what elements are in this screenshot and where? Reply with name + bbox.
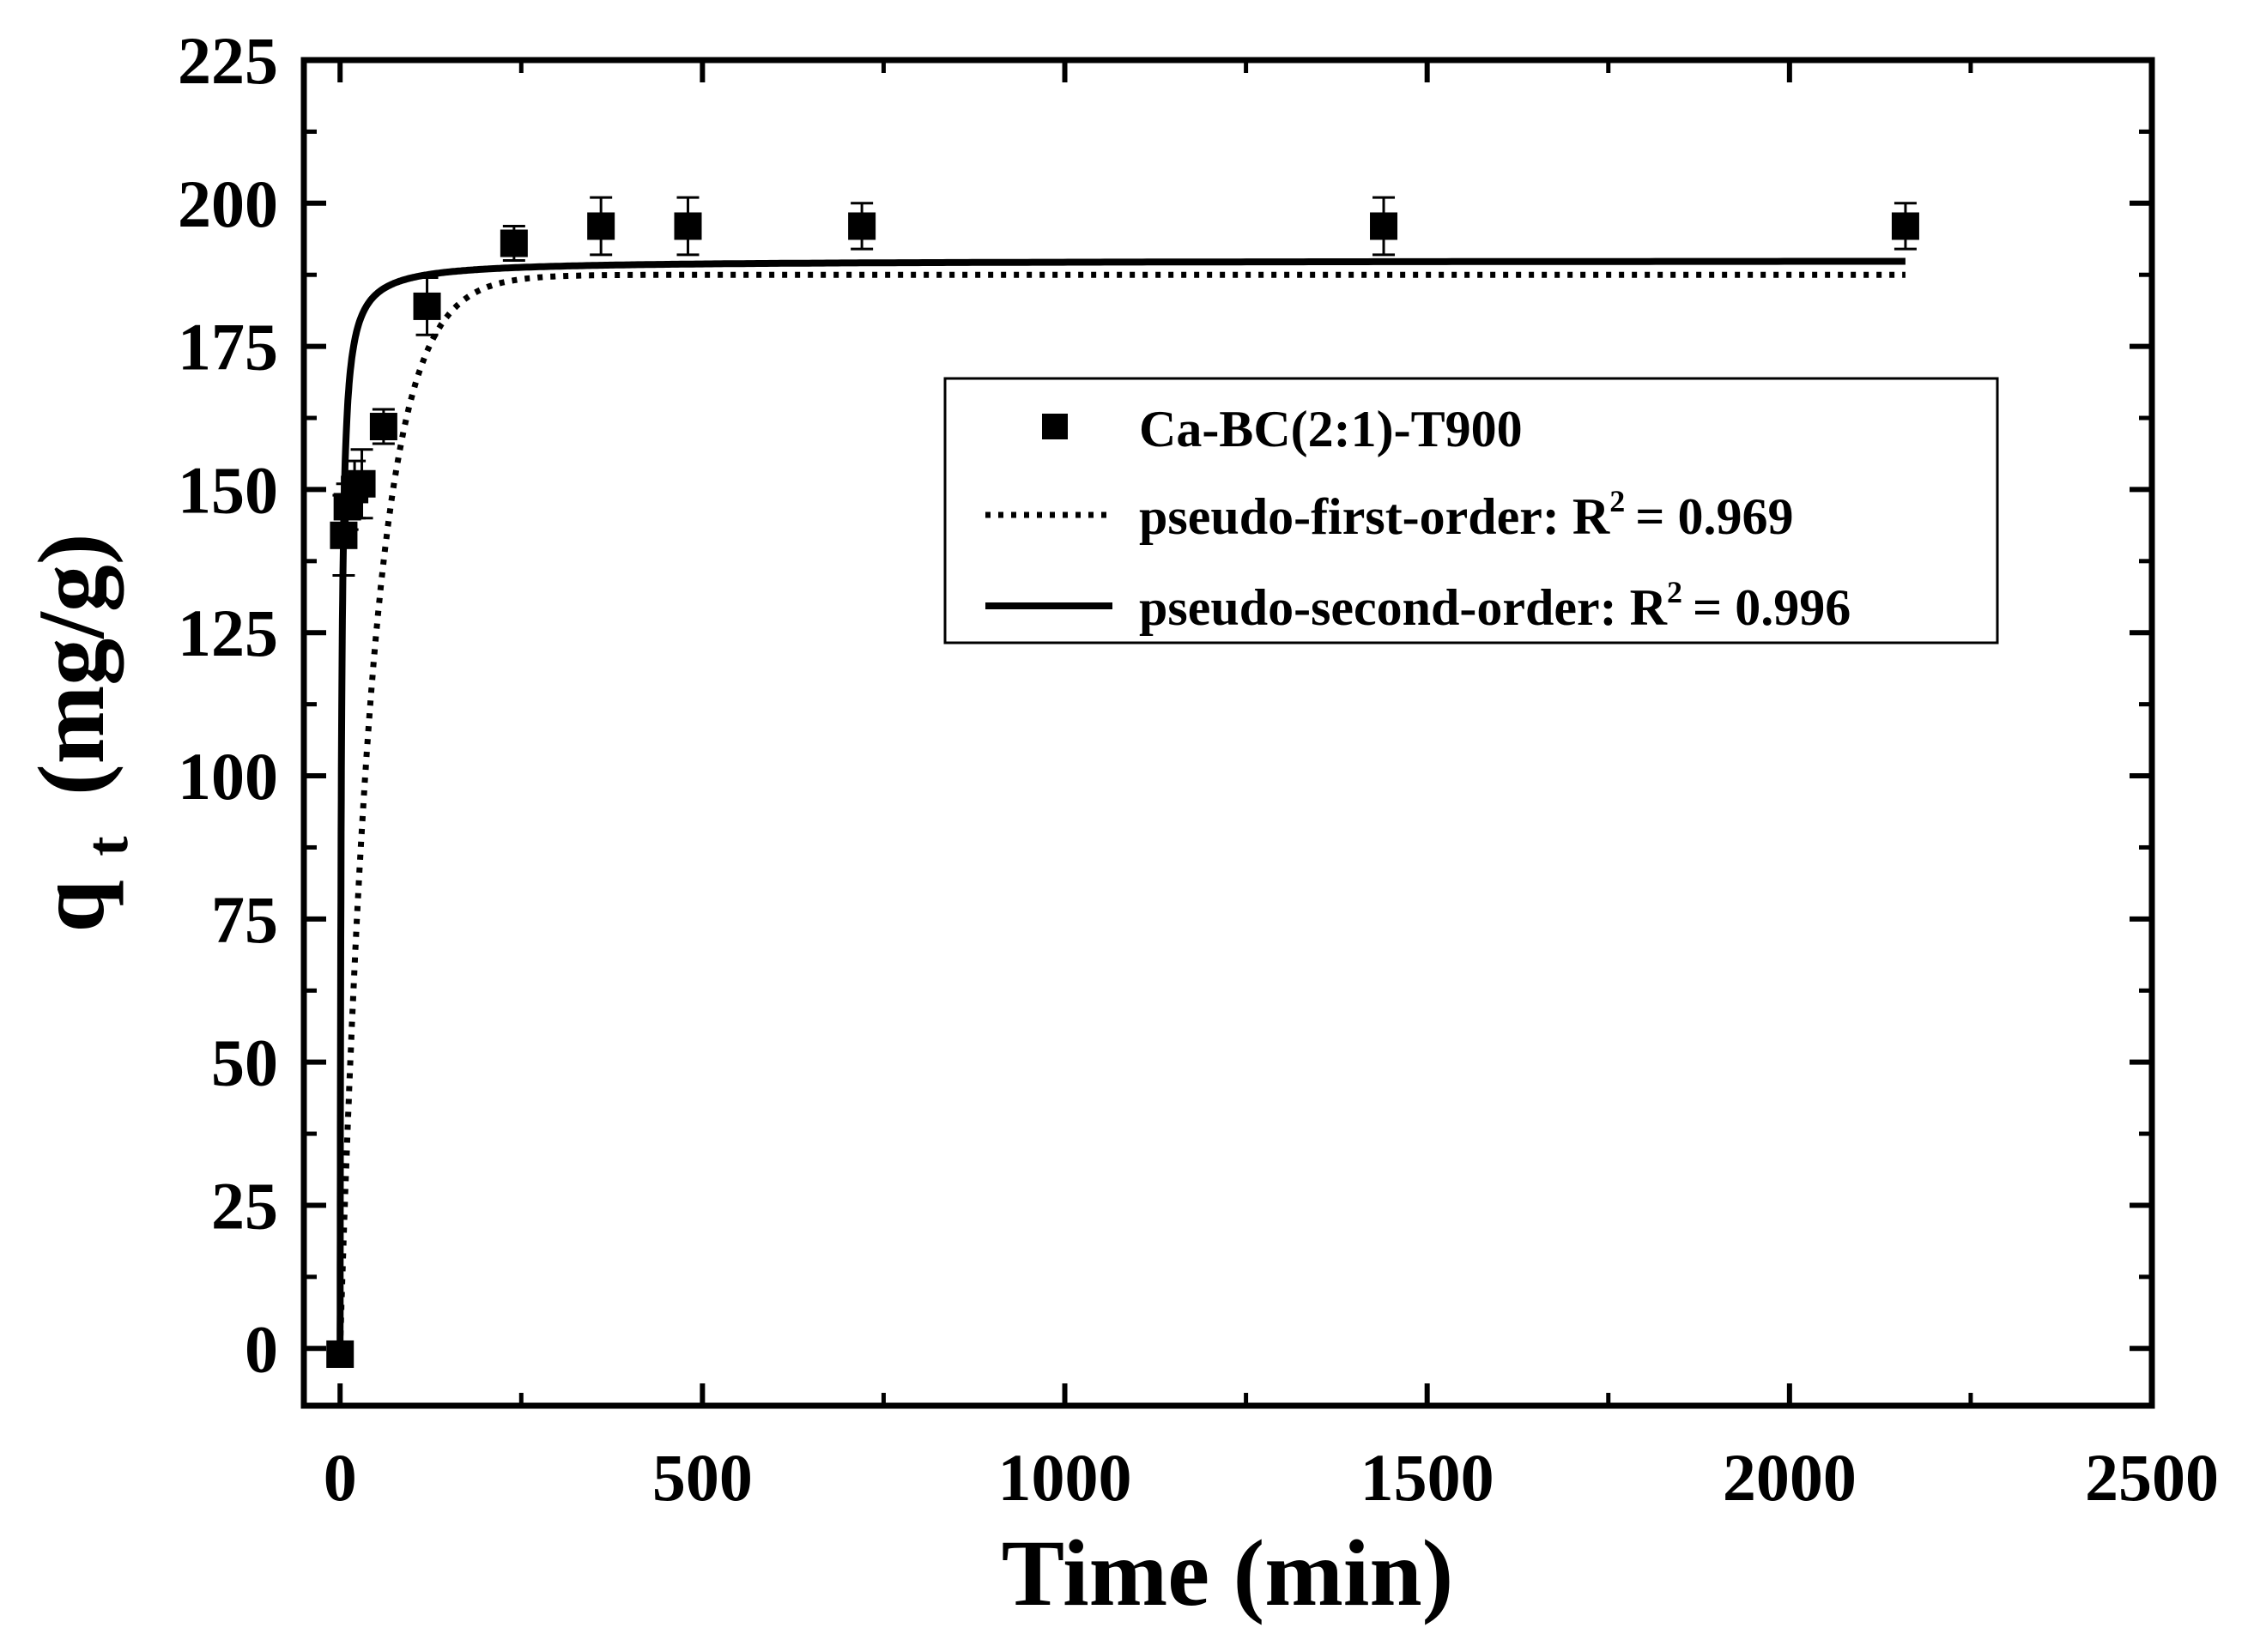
x-tick-label: 500: [652, 1440, 753, 1515]
y-axis-label-main: q: [19, 880, 124, 932]
data-points: [326, 196, 1919, 1368]
legend: Ca-BC(2:1)-T900 pseudo-first-order: R2 = …: [943, 377, 1999, 644]
y-tick-label: 100: [178, 739, 278, 814]
data-point: [587, 212, 615, 240]
legend-pfo-sup: 2: [1609, 484, 1625, 518]
legend-label-data: Ca-BC(2:1)-T900: [1139, 401, 1523, 457]
data-point: [413, 292, 441, 320]
legend-pso-value: = 0.996: [1693, 579, 1851, 636]
fit-lines: [336, 257, 1906, 1349]
y-tick-label: 0: [245, 1311, 278, 1386]
legend-label-pso: pseudo-second-order: R2 = 0.996: [1139, 575, 1851, 636]
data-point: [330, 521, 358, 549]
x-tick-label: 1000: [998, 1440, 1132, 1515]
y-tick-label: 75: [211, 882, 278, 957]
legend-marker-square: [1042, 414, 1068, 439]
legend-label-pfo: pseudo-first-order: R2 = 0.969: [1139, 484, 1793, 545]
legend-pso-name: pseudo-second-order: [1139, 579, 1600, 636]
y-axis-label: q t (mg/g): [19, 534, 148, 933]
pseudo-second-order-line: [336, 257, 1906, 1349]
y-axis-label-sub: t: [75, 836, 141, 856]
data-point: [500, 229, 528, 257]
y-tick-label: 125: [178, 596, 278, 670]
y-tick-label: 200: [178, 166, 278, 241]
x-tick-label: 2500: [2085, 1440, 2219, 1515]
legend-box: [943, 377, 1999, 644]
y-tick-label: 150: [178, 452, 278, 527]
legend-pfo-name: pseudo-first-order: [1139, 488, 1542, 545]
data-point: [1891, 212, 1919, 240]
data-point: [348, 469, 376, 498]
y-tick-label: 50: [211, 1026, 278, 1100]
pseudo-first-order-line: [336, 271, 1906, 1349]
y-tick-label: 25: [211, 1168, 278, 1243]
x-tick-label: 2000: [1723, 1440, 1857, 1515]
x-axis-label: Time (min): [1002, 1521, 1454, 1625]
legend-pso-sup: 2: [1667, 575, 1682, 609]
data-point: [674, 212, 702, 240]
y-axis-label-units: (mg/g): [19, 534, 124, 796]
legend-pfo-r: R: [1572, 488, 1610, 545]
legend-pfo-value: = 0.969: [1635, 488, 1793, 545]
x-tick-label: 1500: [1360, 1440, 1494, 1515]
data-point: [848, 212, 876, 240]
data-point: [326, 1340, 354, 1368]
legend-pso-r: R: [1630, 579, 1668, 636]
axis-ticks: [304, 57, 2154, 1406]
x-tick-label: 0: [324, 1440, 357, 1515]
plot-frame: [300, 57, 2155, 1409]
data-point: [1370, 212, 1398, 240]
y-tick-label: 225: [178, 23, 278, 98]
data-point: [369, 413, 397, 441]
tick-labels: 0 500 1000 1500 2000 2500 0 25 50 75 100 125 150 175 2…: [178, 23, 2219, 1515]
svg-text:q t (mg/g): q t (mg/g): [19, 534, 148, 933]
y-tick-label: 175: [178, 310, 278, 384]
